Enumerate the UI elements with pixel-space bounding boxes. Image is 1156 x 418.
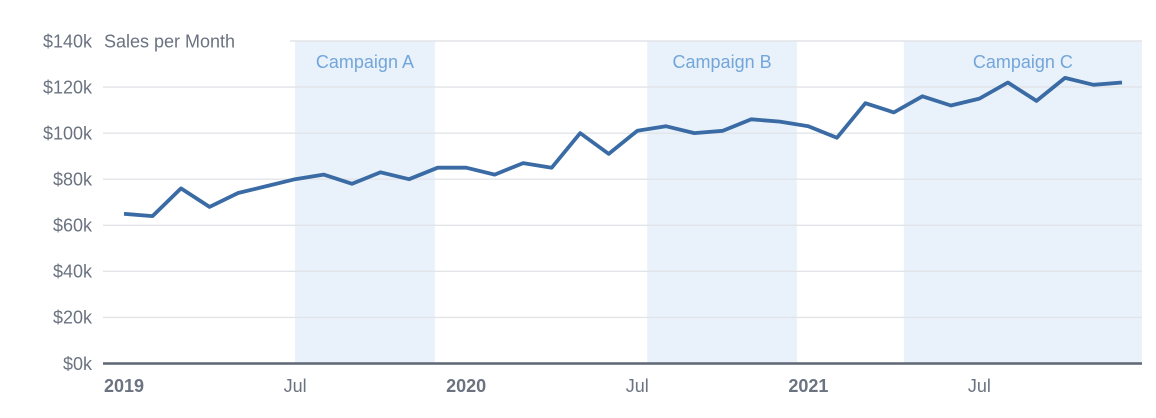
x-axis-tick-label: 2021 xyxy=(788,376,828,396)
campaign-label: Campaign C xyxy=(973,52,1073,72)
y-axis-tick-label: $100k xyxy=(43,123,93,143)
y-axis-tick-label: $120k xyxy=(43,77,93,97)
sales-line xyxy=(123,76,1123,219)
chart-title: Sales per Month xyxy=(104,31,235,51)
y-axis-tick-label: $40k xyxy=(53,262,93,282)
y-axis-tick-label: $0k xyxy=(63,354,93,374)
x-axis-tick-label: Jul xyxy=(968,376,991,396)
y-axis-tick-label: $80k xyxy=(53,170,93,190)
x-axis-tick-label: 2019 xyxy=(104,376,144,396)
y-axis-tick-label: $20k xyxy=(53,308,93,328)
y-axis-tick-label: $60k xyxy=(53,216,93,236)
y-axis-tick-label: $140k xyxy=(43,31,93,51)
x-axis-tick-label: 2020 xyxy=(446,376,486,396)
x-axis-tick-label: Jul xyxy=(284,376,307,396)
campaign-region xyxy=(903,40,1142,364)
campaign-label: Campaign A xyxy=(316,52,414,72)
campaign-label: Campaign B xyxy=(673,52,772,72)
campaign-region xyxy=(647,40,797,364)
x-axis-tick-label: Jul xyxy=(626,376,649,396)
campaign-region xyxy=(295,40,435,364)
